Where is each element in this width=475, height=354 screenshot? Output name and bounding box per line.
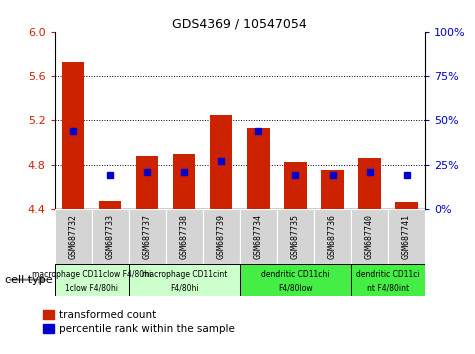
Bar — [136, 156, 158, 209]
Bar — [277, 209, 314, 264]
Text: GSM687740: GSM687740 — [365, 214, 374, 259]
Text: GSM687739: GSM687739 — [217, 214, 226, 259]
Bar — [55, 264, 129, 296]
Text: macrophage CD11clow F4/80hi: macrophage CD11clow F4/80hi — [32, 270, 152, 279]
Text: GSM687737: GSM687737 — [143, 214, 152, 259]
Text: GSM687732: GSM687732 — [69, 214, 77, 259]
Text: dendritic CD11chi: dendritic CD11chi — [261, 270, 330, 279]
Text: cell type: cell type — [5, 275, 52, 285]
Bar — [55, 209, 92, 264]
Bar — [240, 264, 351, 296]
Bar — [359, 158, 380, 209]
Text: GSM687734: GSM687734 — [254, 214, 263, 259]
Text: nt F4/80int: nt F4/80int — [367, 283, 409, 292]
Legend: transformed count, percentile rank within the sample: transformed count, percentile rank withi… — [43, 310, 235, 334]
Bar — [210, 115, 232, 209]
Text: GSM687736: GSM687736 — [328, 214, 337, 259]
Text: GSM687735: GSM687735 — [291, 214, 300, 259]
Text: 1clow F4/80hi: 1clow F4/80hi — [65, 283, 118, 292]
Bar — [173, 154, 195, 209]
Bar — [322, 170, 343, 209]
Bar — [314, 209, 351, 264]
Bar — [240, 209, 277, 264]
Text: dendritic CD11ci: dendritic CD11ci — [356, 270, 420, 279]
Bar — [99, 201, 121, 209]
Bar — [247, 128, 269, 209]
Bar — [62, 62, 84, 209]
Text: F4/80low: F4/80low — [278, 283, 313, 292]
Bar — [203, 209, 240, 264]
Bar — [351, 209, 388, 264]
Text: F4/80hi: F4/80hi — [170, 283, 199, 292]
Title: GDS4369 / 10547054: GDS4369 / 10547054 — [172, 18, 307, 31]
Bar — [285, 162, 306, 209]
Bar — [351, 264, 425, 296]
Bar — [129, 209, 166, 264]
Bar — [166, 209, 203, 264]
Text: GSM687738: GSM687738 — [180, 214, 189, 259]
Bar — [388, 209, 425, 264]
Text: GSM687733: GSM687733 — [106, 214, 114, 259]
Bar — [129, 264, 240, 296]
Text: GSM687741: GSM687741 — [402, 214, 411, 259]
Text: macrophage CD11cint: macrophage CD11cint — [142, 270, 227, 279]
Bar — [396, 202, 418, 209]
Bar — [92, 209, 129, 264]
